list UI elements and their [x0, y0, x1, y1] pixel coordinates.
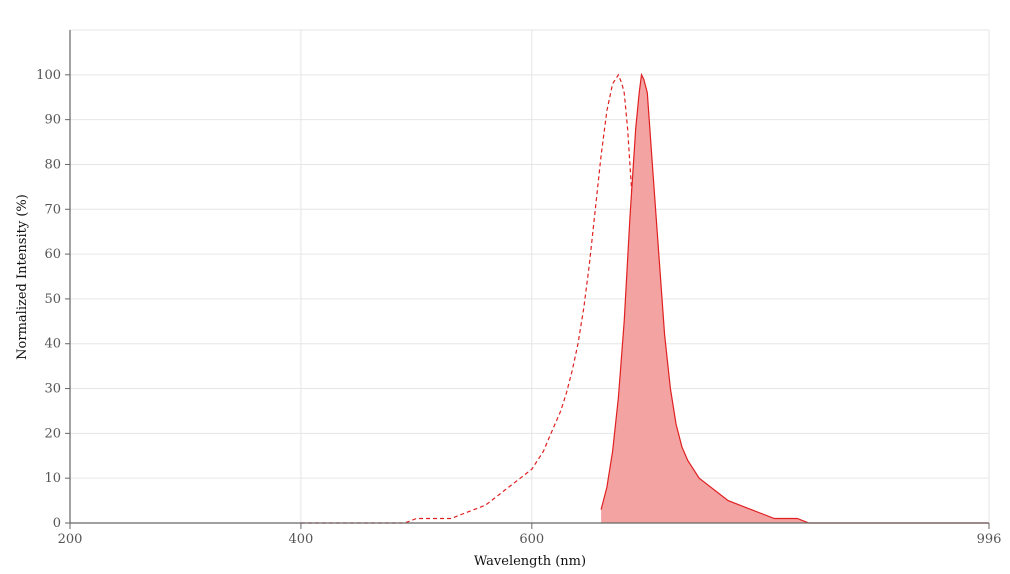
- x-axis-title: Wavelength (nm): [474, 554, 586, 569]
- x-tick-label: 200: [58, 532, 83, 547]
- gridlines: [70, 29, 990, 523]
- y-tick-label: 20: [44, 426, 61, 441]
- emission-area: [601, 74, 989, 524]
- y-axis-title: Normalized Intensity (%): [15, 194, 30, 360]
- y-tick-label: 10: [44, 471, 61, 486]
- y-tick-label: 100: [36, 68, 61, 83]
- x-tick-label: 600: [519, 532, 544, 547]
- axes: [65, 30, 990, 529]
- x-tick-label: 400: [288, 532, 313, 547]
- series-layer: [300, 72, 989, 524]
- y-tick-label: 0: [53, 516, 61, 531]
- y-tick-label: 60: [44, 247, 61, 262]
- x-tick-label: 996: [977, 532, 1002, 547]
- emission-line: [600, 72, 989, 524]
- y-tick-label: 50: [44, 292, 61, 307]
- tick-labels: 0 10 20 30 40 50 60 70 80 90 100 200 400 600 996: [36, 68, 1001, 547]
- y-tick-label: 70: [44, 202, 61, 217]
- y-tick-label: 80: [44, 157, 61, 172]
- y-tick-label: 40: [44, 337, 61, 352]
- y-tick-label: 90: [44, 113, 61, 128]
- y-tick-label: 30: [44, 382, 61, 397]
